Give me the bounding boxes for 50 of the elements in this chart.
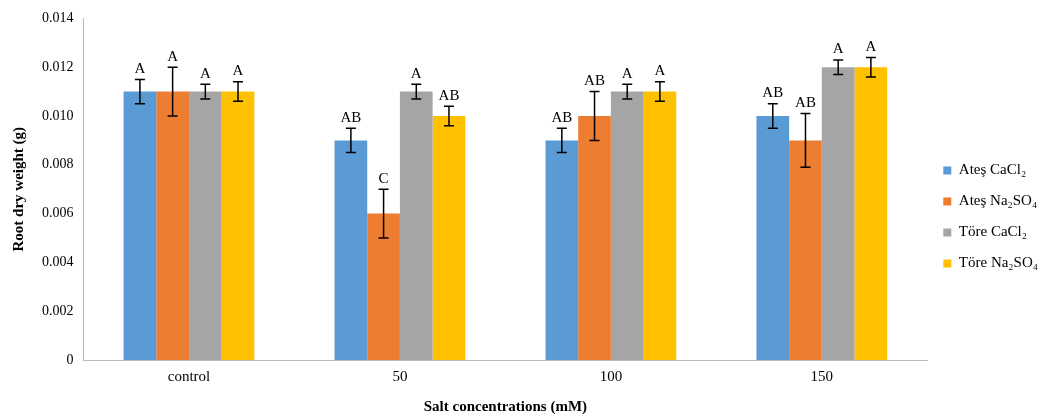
bar <box>399 91 433 360</box>
y-tick-label: 0.006 <box>42 205 74 221</box>
legend-label: Töre Na₂SO₄ <box>958 254 1039 271</box>
bar <box>156 91 189 360</box>
legend-label: Töre CaCl₂ <box>958 223 1027 240</box>
bar <box>578 116 611 360</box>
data-label: A <box>832 40 844 57</box>
bar <box>756 116 790 360</box>
data-label: A <box>621 64 633 81</box>
data-label: A <box>654 62 666 79</box>
y-tick-label: 0.002 <box>42 302 74 318</box>
x-tick-label: 150 <box>810 367 834 384</box>
data-label: AB <box>762 84 784 101</box>
data-label: A <box>410 64 422 81</box>
bar <box>789 140 822 360</box>
y-tick-label: 0.008 <box>42 156 74 172</box>
bar <box>188 91 222 360</box>
y-axis-title: Root dry weight (g) <box>9 126 27 252</box>
data-label: A <box>232 62 244 79</box>
x-axis-title: Salt concentrations (mM) <box>423 397 588 415</box>
bar <box>221 91 255 360</box>
data-label: C <box>378 169 389 186</box>
y-tick-label: 0.010 <box>42 107 74 123</box>
bar <box>432 116 466 360</box>
bar <box>334 140 368 360</box>
bar <box>854 67 888 360</box>
bar <box>643 91 677 360</box>
data-label: A <box>134 59 146 76</box>
bar <box>545 140 579 360</box>
legend-label: Ateş Na₂SO₄ <box>958 192 1038 209</box>
data-label: AB <box>795 94 816 110</box>
x-tick-label: 50 <box>392 367 408 384</box>
data-label: AB <box>584 72 605 89</box>
bar <box>123 91 157 360</box>
data-label: A <box>199 64 211 81</box>
x-tick-label: control <box>167 367 211 384</box>
y-tick-label: 0.004 <box>42 254 74 270</box>
x-tick-label: 100 <box>599 367 623 384</box>
data-label: A <box>167 47 179 64</box>
data-label: AB <box>438 86 460 103</box>
data-label: A <box>865 37 877 54</box>
legend-label: Ateş CaCl₂ <box>958 161 1027 178</box>
y-tick-label: 0.014 <box>42 10 74 26</box>
bar <box>821 67 855 360</box>
bar <box>610 91 644 360</box>
y-tick-label: 0 <box>66 351 74 367</box>
data-label: AB <box>340 108 362 125</box>
data-label: AB <box>551 108 573 125</box>
y-tick-label: 0.012 <box>42 58 74 74</box>
bar <box>367 213 400 360</box>
